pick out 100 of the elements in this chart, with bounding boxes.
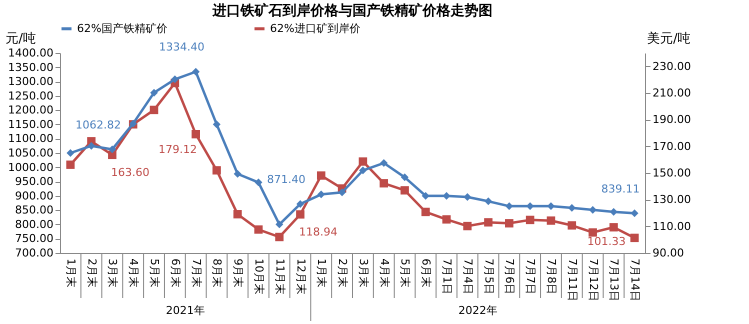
point (422, 192, 430, 200)
point (609, 223, 618, 232)
point (234, 170, 242, 178)
x-tick-label: 7月11日 (566, 258, 579, 302)
point (212, 120, 221, 128)
point (296, 200, 304, 208)
point (442, 215, 451, 224)
point (87, 142, 96, 150)
data-label: 871.40 (267, 173, 306, 186)
point (546, 216, 556, 225)
y2-tick-label: 90.00 (652, 246, 684, 260)
point (66, 149, 74, 157)
y-tick-label: 1250.00 (8, 89, 54, 102)
x-tick-label: 2月末 (336, 258, 350, 288)
data-label: 101.33 (587, 234, 626, 248)
x-tick-label: 7月13日 (608, 258, 621, 302)
point (150, 106, 158, 114)
y-tick-label: 1000.00 (8, 160, 54, 174)
y-tick-label: 1200.00 (8, 104, 54, 117)
point (171, 75, 179, 84)
text: 2021年 (166, 304, 205, 317)
x-tick-label: 8月末 (210, 258, 224, 288)
x-tick-label: 7月4日 (461, 258, 474, 294)
data-label: 1062.82 (75, 118, 121, 132)
y2-tick-label: 190.00 (652, 113, 691, 126)
x-tick-label: 10月末 (252, 258, 266, 294)
legend-label: 62%进口矿到岸价 (270, 22, 360, 35)
point (463, 222, 472, 230)
y-tick-label: 800.00 (15, 218, 54, 231)
y-tick-label: 700.00 (15, 246, 54, 260)
point (630, 209, 638, 218)
point (66, 160, 75, 169)
text: 2022年 (458, 304, 498, 317)
point (484, 218, 492, 227)
y-tick-label: 950.00 (15, 175, 54, 188)
point (254, 225, 263, 234)
point (276, 220, 284, 228)
x-tick-label: 7月14日 (628, 258, 642, 302)
point (400, 186, 409, 195)
y-tick-label: 1350.00 (8, 60, 54, 74)
x-tick-label: 9月末 (232, 258, 245, 288)
point (108, 150, 116, 160)
point (505, 219, 514, 228)
point (526, 202, 534, 210)
x-tick-label: 7月8日 (544, 258, 558, 294)
point (316, 171, 326, 180)
point (192, 68, 200, 76)
y-tick-label: 1100.00 (8, 132, 54, 146)
data-label: 179.12 (158, 143, 198, 156)
chart-title: 进口铁矿石到岸价格与国产铁精矿价格走势图 (212, 2, 492, 19)
y2-tick-label: 210.00 (652, 86, 691, 100)
y-tick-label: 1400.00 (8, 46, 54, 60)
point (588, 206, 597, 214)
y2-tick-label: 230.00 (652, 60, 691, 73)
point (296, 210, 304, 219)
x-tick-label: 7月1日 (440, 258, 454, 294)
point (254, 178, 262, 186)
point (380, 179, 388, 188)
y-axis-title: 元/吨 (6, 32, 36, 46)
x-tick-label: 7月7日 (524, 258, 538, 294)
point (317, 190, 326, 198)
x-tick-label: 6月末 (420, 258, 433, 288)
point (547, 202, 555, 210)
point (150, 88, 158, 97)
point (400, 173, 409, 182)
x-tick-label: 3月末 (106, 258, 120, 288)
point (588, 228, 597, 237)
point (233, 210, 242, 218)
point (359, 166, 367, 174)
x-tick-label: 4月末 (127, 258, 140, 288)
x-tick-label: 7月6日 (503, 258, 516, 294)
point (380, 159, 388, 167)
x-tick-label: 5月末 (148, 258, 162, 288)
x-tick-label: 3月末 (356, 258, 370, 288)
x-tick-label: 2月末 (85, 258, 98, 288)
point (108, 145, 116, 154)
x-tick-label: 5月末 (398, 258, 412, 288)
point (568, 221, 576, 230)
point (630, 234, 639, 242)
x-tick-label: 7月末 (190, 258, 203, 288)
y2-tick-label: 170.00 (652, 140, 691, 153)
legend-label: 62%国产铁精矿价 (77, 22, 168, 35)
point (275, 232, 284, 242)
y2-tick-label: 110.00 (652, 220, 691, 233)
y-tick-label: 1050.00 (8, 146, 54, 160)
point (442, 192, 450, 200)
y2-axis-title: 美元/吨 (647, 30, 690, 46)
data-label: 163.60 (110, 166, 150, 179)
y-tick-label: 750.00 (15, 232, 54, 246)
data-label: 839.11 (601, 182, 640, 196)
y2-tick-label: 130.00 (652, 193, 691, 206)
x-tick-label: 6月末 (168, 258, 182, 288)
point (338, 188, 346, 196)
x-tick-label: 7月5日 (482, 258, 496, 294)
point (192, 130, 200, 138)
y2-tick-label: 150.00 (652, 166, 691, 180)
point (464, 193, 472, 201)
x-tick-label: 7月12日 (586, 258, 600, 302)
point (358, 157, 368, 166)
x-tick-label: 12月末 (294, 258, 308, 294)
